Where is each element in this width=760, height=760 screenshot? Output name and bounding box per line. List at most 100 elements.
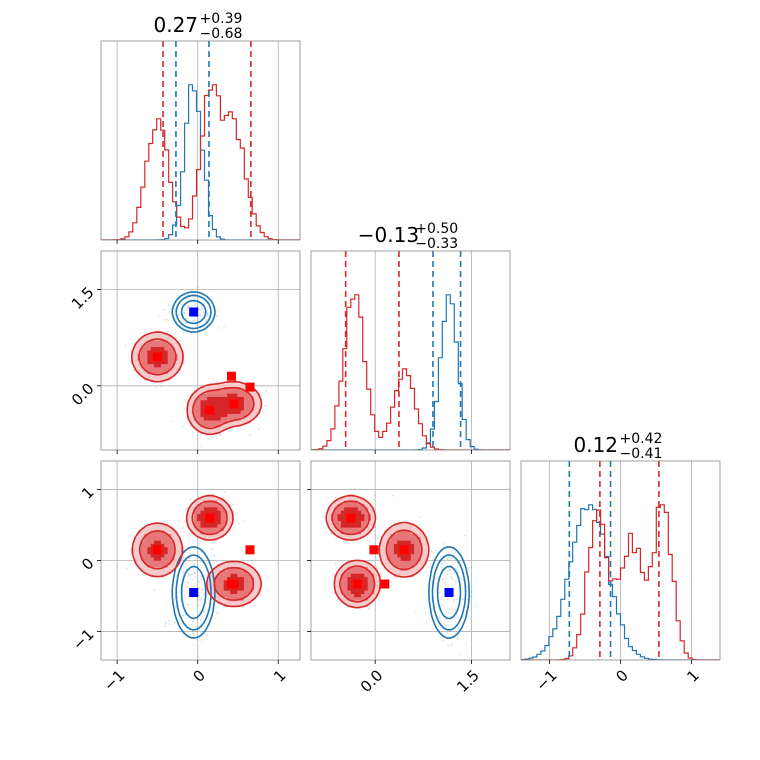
panel-content — [311, 461, 510, 660]
sample-dot — [368, 539, 371, 542]
sample-dot — [444, 581, 447, 583]
sample-dot — [200, 591, 203, 594]
sample-dot — [197, 604, 200, 607]
sample-dot — [193, 297, 196, 300]
histogram-step-series-2 — [521, 504, 720, 660]
hist-panel-2: −0.13+0.50−0.33 — [310, 221, 511, 451]
sample-dot — [415, 611, 417, 614]
sample-dot — [460, 577, 463, 580]
sample-dot — [440, 598, 443, 600]
sample-dot — [184, 555, 186, 558]
sample-dot — [192, 319, 195, 321]
sample-dot — [181, 558, 184, 561]
sample-dot — [325, 532, 327, 535]
sample-dot — [201, 589, 204, 591]
sample-dot — [200, 577, 203, 580]
sample-dot — [184, 563, 187, 565]
sample-dot — [438, 591, 441, 594]
marker-square-6 — [227, 371, 236, 381]
sample-dot — [182, 614, 184, 617]
sample-dot — [196, 286, 199, 289]
sample-dot — [204, 331, 207, 333]
sample-dot — [203, 566, 206, 569]
sample-dot — [442, 579, 444, 582]
sample-dot — [459, 653, 461, 656]
sample-dot — [164, 318, 167, 321]
x-tick-label: 0.0 — [357, 666, 387, 696]
sample-dot — [199, 618, 202, 620]
sample-dot — [182, 425, 185, 427]
x-tick-label: 1 — [270, 666, 289, 685]
sample-dot — [206, 323, 209, 326]
contour-line-series-1-level-1 — [171, 291, 216, 333]
sample-dot — [442, 604, 445, 607]
panel-title-value: 0.12 — [574, 433, 619, 457]
sample-dot — [200, 305, 203, 307]
sample-dot — [464, 534, 467, 537]
sample-dot — [435, 549, 437, 552]
hist-panel-1: 0.27 +0.39−0.68 — [100, 11, 301, 241]
sample-dot — [323, 516, 325, 518]
sample-dot — [456, 616, 459, 619]
sample-dot — [186, 575, 189, 577]
sample-dot — [444, 561, 446, 564]
sample-dot — [199, 313, 202, 316]
marker-square-1 — [189, 588, 199, 597]
sample-dot — [198, 543, 201, 545]
sample-dot — [335, 537, 338, 540]
sample-dot — [186, 582, 189, 585]
sample-dot — [427, 566, 430, 569]
sample-dot — [457, 571, 459, 574]
sample-dot — [452, 572, 455, 574]
sample-dot — [184, 565, 187, 568]
sample-dot — [454, 579, 457, 582]
sample-dot — [203, 593, 206, 596]
sample-dot — [433, 566, 435, 569]
sample-dot — [130, 534, 133, 536]
sample-dot — [185, 567, 188, 570]
sample-dot — [374, 534, 377, 537]
sample-dot — [206, 609, 209, 612]
sample-dot — [262, 412, 265, 414]
sample-dot — [193, 563, 196, 565]
sample-dot — [465, 642, 468, 644]
sample-dot — [204, 325, 207, 328]
contour-line-series-2-level-1 — [325, 494, 430, 609]
sample-dot — [373, 530, 375, 533]
sample-dot — [188, 328, 190, 331]
sample-dot — [184, 400, 187, 403]
sample-dot — [177, 520, 180, 523]
sample-dot — [188, 533, 191, 535]
sample-dot — [367, 607, 370, 610]
contour-line-series-2-level-2 — [331, 500, 423, 603]
scatter-panel-2-1 — [100, 250, 301, 451]
sample-dot — [188, 541, 191, 543]
sample-dot — [201, 588, 204, 591]
sample-dot — [189, 574, 192, 576]
marker-square-3 — [205, 405, 215, 415]
sample-dot — [155, 386, 158, 388]
sample-dot — [206, 314, 209, 317]
sample-dot — [153, 589, 156, 591]
sample-dot — [203, 311, 206, 314]
sample-dot — [192, 620, 194, 623]
sample-dot — [205, 574, 208, 576]
sample-dot — [447, 644, 450, 647]
marker-square-5 — [369, 545, 379, 555]
sample-dot — [194, 571, 196, 574]
sample-dot — [188, 304, 190, 307]
density-fill-red-level-3 — [337, 507, 415, 598]
histogram-step-series-2 — [311, 294, 510, 450]
panel-title-value: −0.13 — [358, 223, 419, 247]
sample-dot — [212, 554, 215, 557]
sample-dot — [444, 609, 446, 611]
sample-dot — [441, 566, 444, 569]
sample-dot — [242, 519, 244, 522]
sample-dot — [202, 611, 205, 614]
sample-dot — [206, 318, 208, 321]
sample-dot — [441, 562, 444, 565]
sample-dot — [217, 612, 220, 615]
sample-dot — [449, 576, 452, 578]
sample-dot — [149, 328, 152, 330]
